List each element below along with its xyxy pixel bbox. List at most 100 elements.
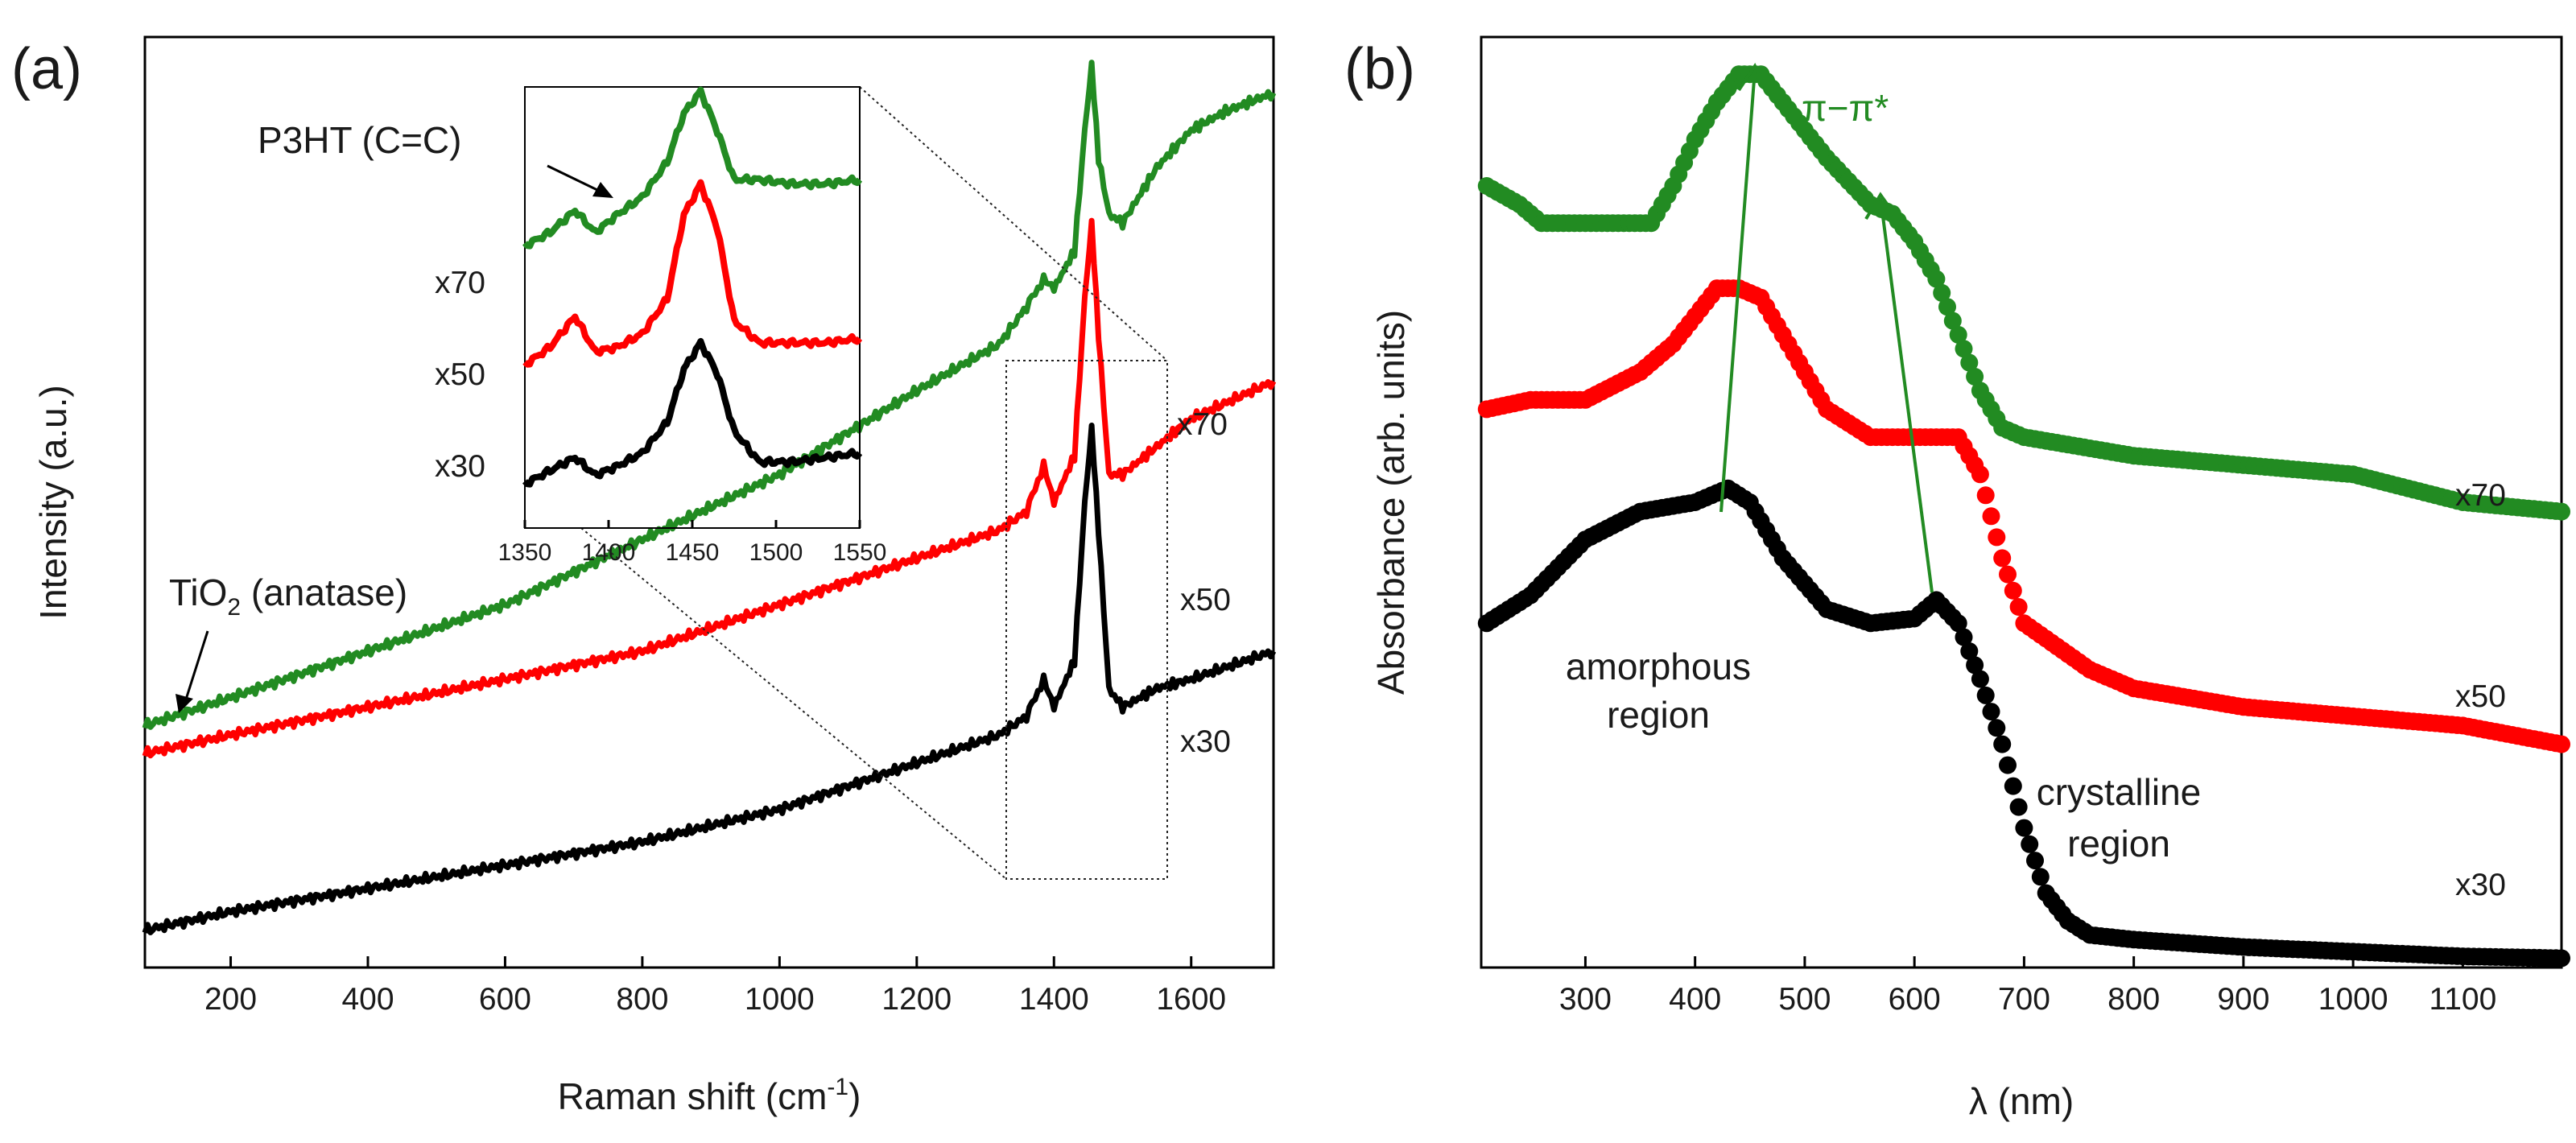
absorbance-label-x50: x50 — [2455, 679, 2506, 714]
series-line-raman-x70 — [142, 60, 1277, 730]
tio2-arrow-head — [175, 694, 193, 713]
absorbance-label-x30: x30 — [2455, 868, 2506, 902]
absorbance-plot-frame — [1480, 35, 2563, 969]
point-x50-97 — [2009, 598, 2028, 616]
x-tick-label-raman-1: 400 — [341, 982, 394, 1017]
point-x30-87 — [1955, 628, 1973, 646]
pi-pi-star-arrows: π−π* — [1719, 63, 1934, 593]
inset-label-x30: x30 — [435, 449, 485, 484]
x-tick-label-absorbance-6: 900 — [2217, 982, 2269, 1017]
x-tick-label-raman-5: 1200 — [881, 982, 952, 1017]
inset-x-ticks: 1350 1400 1450 1500 1550 — [498, 520, 887, 566]
crystalline-label-line2: region — [2067, 823, 2170, 864]
point-x30-94 — [1993, 735, 2012, 753]
series-points-absorbance-x30 — [1477, 479, 2570, 968]
point-x30-88 — [1960, 642, 1979, 660]
raman-x-axis-title-sup: -1 — [827, 1074, 848, 1100]
p3ht-annotation: P3HT (C=C) — [258, 119, 461, 161]
point-x70-196 — [2553, 502, 2570, 521]
point-x50-94 — [1993, 549, 2012, 567]
zoom-connector-bottom — [580, 527, 1007, 880]
point-x30-99 — [2021, 835, 2039, 853]
absorbance-label-x70: x70 — [2455, 478, 2506, 513]
point-x70-89 — [1966, 367, 1984, 386]
pi-arrow-crystalline-head — [1864, 192, 1898, 221]
x-tick-label-raman-3: 800 — [616, 982, 668, 1017]
point-x30-91 — [1976, 686, 1995, 704]
point-x30-93 — [1988, 719, 2006, 737]
point-x50-95 — [1999, 565, 2017, 584]
absorbance-series — [1477, 65, 2570, 968]
x-tick-label-raman_inset-1: 1400 — [582, 539, 636, 566]
x-tick-label-absorbance-4: 700 — [1998, 982, 2050, 1017]
x-tick-label-absorbance-0: 300 — [1559, 982, 1612, 1017]
raman-series — [142, 60, 1277, 935]
x-tick-label-raman-0: 200 — [204, 982, 257, 1017]
x-tick-label-raman_inset-4: 1550 — [833, 539, 887, 566]
tio2-arrow-shaft — [184, 630, 209, 703]
point-x30-90 — [1971, 670, 1989, 688]
series-line-raman_inset-x70 — [522, 86, 863, 250]
x-tick-label-absorbance-5: 800 — [2107, 982, 2160, 1017]
raman-x-ticks: 200 400 600 800 1000 1200 1400 1600 — [204, 956, 1226, 1017]
x-tick-label-absorbance-3: 600 — [1889, 982, 1941, 1017]
point-x30-86 — [1949, 614, 1967, 633]
raman-label-x70: x70 — [1177, 407, 1228, 442]
amorphous-label-line2: region — [1607, 694, 1710, 736]
x-tick-label-raman_inset-3: 1500 — [749, 539, 803, 566]
point-x30-100 — [2026, 852, 2044, 870]
crystalline-label-line1: crystalline — [2037, 771, 2202, 813]
tio2-annotation-sub: 2 — [227, 594, 241, 621]
point-x70-85 — [1943, 312, 1962, 330]
absorbance-x-axis-title: λ (nm) — [1969, 1080, 2074, 1122]
point-x70-82 — [1927, 270, 1946, 288]
tio2-annotation: TiO2 (anatase) — [169, 572, 407, 621]
point-x70-87 — [1955, 340, 1973, 358]
x-tick-label-absorbance-1: 400 — [1669, 982, 1721, 1017]
point-x30-89 — [1966, 656, 1984, 675]
raman-x-axis-title-end: ) — [848, 1075, 861, 1117]
x-tick-label-absorbance-8: 1100 — [2429, 982, 2496, 1017]
raman-plot-frame — [143, 35, 1275, 969]
x-tick-label-absorbance-7: 1000 — [2318, 982, 2388, 1017]
x-tick-label-raman_inset-2: 1450 — [666, 539, 720, 566]
point-x30-98 — [2015, 819, 2033, 837]
inset-label-x50: x50 — [435, 357, 485, 392]
point-x70-84 — [1938, 298, 1956, 316]
raman-inset: 1350 1400 1450 1500 1550 x70 x50 x30 — [435, 86, 887, 566]
series-line-raman_inset-x50 — [522, 179, 863, 368]
zoom-region-box — [1005, 360, 1168, 880]
panel-label-a: (a) — [11, 37, 82, 101]
point-x30-101 — [2031, 868, 2050, 886]
raman-chart: 200 400 600 800 1000 1200 1400 1600 Raman shift… — [32, 35, 1277, 1117]
raman-x-axis-title-main: Raman shift (cm — [558, 1075, 828, 1117]
point-x50-90 — [1971, 465, 1989, 484]
point-x30-95 — [1999, 756, 2017, 774]
point-x30-196 — [2553, 949, 2570, 968]
point-x50-92 — [1982, 507, 2000, 526]
x-tick-label-raman-4: 1000 — [745, 982, 815, 1017]
raman-x-axis-title: Raman shift (cm-1) — [558, 1074, 861, 1117]
point-x50-93 — [1988, 528, 2006, 547]
raman-label-x50: x50 — [1180, 583, 1231, 617]
inset-label-x70: x70 — [435, 266, 485, 300]
absorbance-chart: 300 400 500 600 700 800 900 1000 1100 λ (nm) Abs… — [1370, 35, 2570, 1122]
raman-label-x30: x30 — [1180, 724, 1231, 759]
series-line-raman-x50 — [142, 217, 1277, 759]
amorphous-label-line1: amorphous — [1566, 646, 1751, 687]
pi-pi-star-label: π−π* — [1802, 87, 1889, 129]
pi-arrow-crystalline-shaft — [1879, 197, 1934, 593]
point-x70-83 — [1933, 283, 1951, 302]
inset-series — [522, 86, 863, 488]
series-points-absorbance-x50 — [1477, 279, 2570, 753]
x-tick-label-raman_inset-0: 1350 — [498, 539, 552, 566]
panel-label-b: (b) — [1344, 37, 1415, 101]
point-x50-96 — [2004, 581, 2022, 600]
point-x30-96 — [2004, 777, 2022, 795]
point-x30-97 — [2009, 798, 2028, 816]
x-tick-label-raman-7: 1600 — [1156, 982, 1226, 1017]
absorbance-x-ticks: 300 400 500 600 700 800 900 1000 1100 — [1559, 956, 2496, 1017]
tio2-annotation-end: (anatase) — [241, 572, 407, 613]
pi-arrow-amorphous-shaft — [1719, 68, 1757, 513]
